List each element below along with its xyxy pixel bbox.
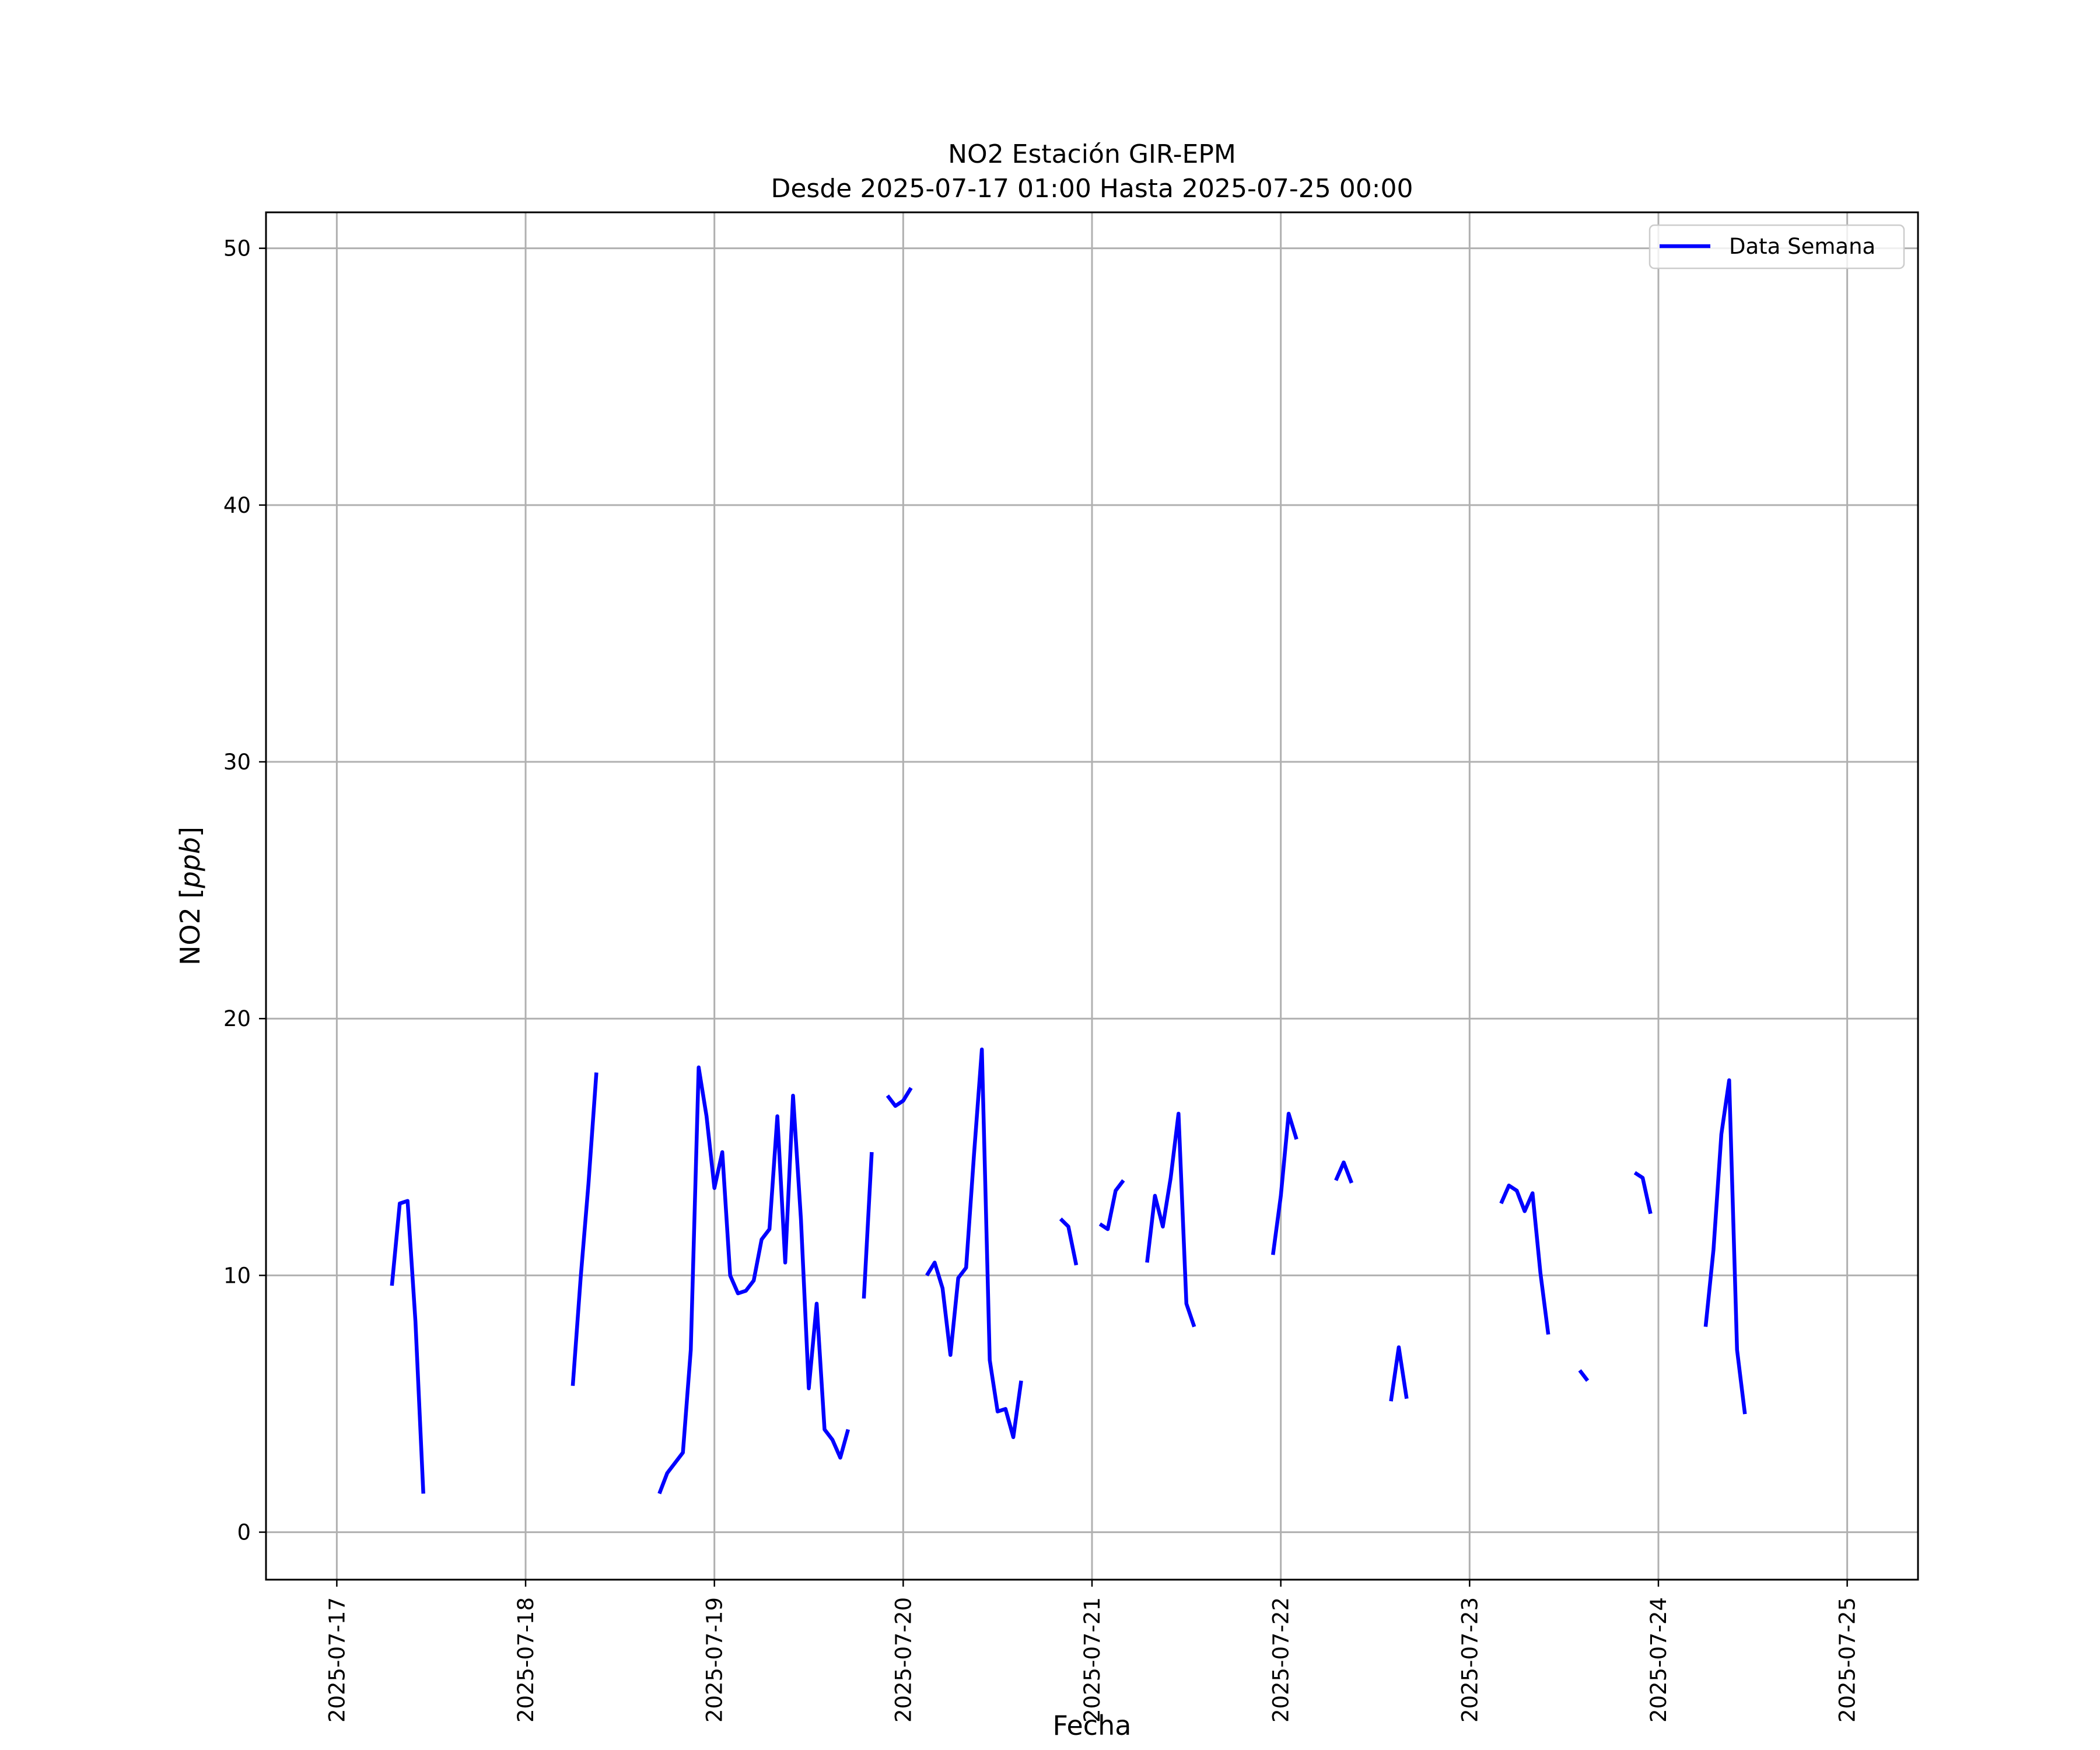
y-axis-label-suffix: ] bbox=[174, 827, 206, 837]
x-axis-label: Fecha bbox=[1053, 1710, 1132, 1741]
y-tick-label: 40 bbox=[223, 493, 251, 518]
y-tick-label: 10 bbox=[223, 1263, 251, 1288]
series-line-segment bbox=[1059, 1217, 1079, 1266]
series-line-segment bbox=[1098, 1179, 1125, 1231]
x-tick-label: 2025-07-25 bbox=[1835, 1597, 1860, 1723]
x-tick-label: 2025-07-20 bbox=[891, 1597, 916, 1723]
chart-title-group: NO2 Estación GIR-EPM Desde 2025-07-17 01… bbox=[771, 139, 1413, 204]
x-tick-label: 2025-07-17 bbox=[324, 1597, 349, 1723]
legend: Data Semana bbox=[1648, 224, 1905, 270]
series-line-segment bbox=[657, 1065, 850, 1494]
chart-subtitle: Desde 2025-07-17 01:00 Hasta 2025-07-25 … bbox=[771, 174, 1413, 204]
series-data-semana bbox=[390, 1047, 1747, 1494]
series-line-segment bbox=[1499, 1184, 1550, 1335]
legend-label: Data Semana bbox=[1729, 234, 1875, 259]
x-tick-label: 2025-07-21 bbox=[1080, 1597, 1105, 1723]
legend-box bbox=[1648, 224, 1905, 270]
series-line-segment bbox=[570, 1072, 598, 1386]
x-tick-label: 2025-07-24 bbox=[1646, 1597, 1671, 1723]
y-tick-label: 0 bbox=[237, 1520, 251, 1545]
series-line-segment bbox=[925, 1047, 1023, 1439]
x-tick-label: 2025-07-23 bbox=[1457, 1597, 1482, 1723]
series-line-segment bbox=[1145, 1111, 1196, 1328]
x-tick-label: 2025-07-19 bbox=[702, 1597, 727, 1723]
grid-lines bbox=[266, 212, 1918, 1580]
series-line-segment bbox=[1389, 1345, 1409, 1402]
x-tick-label: 2025-07-22 bbox=[1269, 1597, 1294, 1723]
series-line-segment bbox=[1578, 1369, 1590, 1382]
series-line-segment bbox=[390, 1199, 425, 1494]
y-axis-ticks: 0 10 20 30 40 50 bbox=[223, 236, 266, 1545]
x-tick-label: 2025-07-18 bbox=[513, 1597, 538, 1723]
series-line-segment bbox=[886, 1087, 913, 1108]
chart-title: NO2 Estación GIR-EPM bbox=[948, 139, 1236, 169]
y-tick-label: 50 bbox=[223, 236, 251, 261]
y-tick-label: 20 bbox=[223, 1006, 251, 1031]
y-axis-label: NO2 [ppb] bbox=[174, 827, 206, 965]
series-line-segment bbox=[1334, 1160, 1354, 1184]
y-tick-label: 30 bbox=[223, 750, 251, 775]
series-line-segment bbox=[1270, 1111, 1298, 1255]
y-axis-label-prefix: NO2 [ bbox=[174, 888, 206, 965]
series-line-segment bbox=[862, 1152, 874, 1299]
series-line-segment bbox=[1633, 1171, 1653, 1214]
x-axis-ticks: 2025-07-17 2025-07-18 2025-07-19 2025-07-20… bbox=[324, 1580, 1860, 1723]
y-axis-label-unit: ppb bbox=[174, 837, 206, 889]
series-line-segment bbox=[1703, 1078, 1747, 1415]
